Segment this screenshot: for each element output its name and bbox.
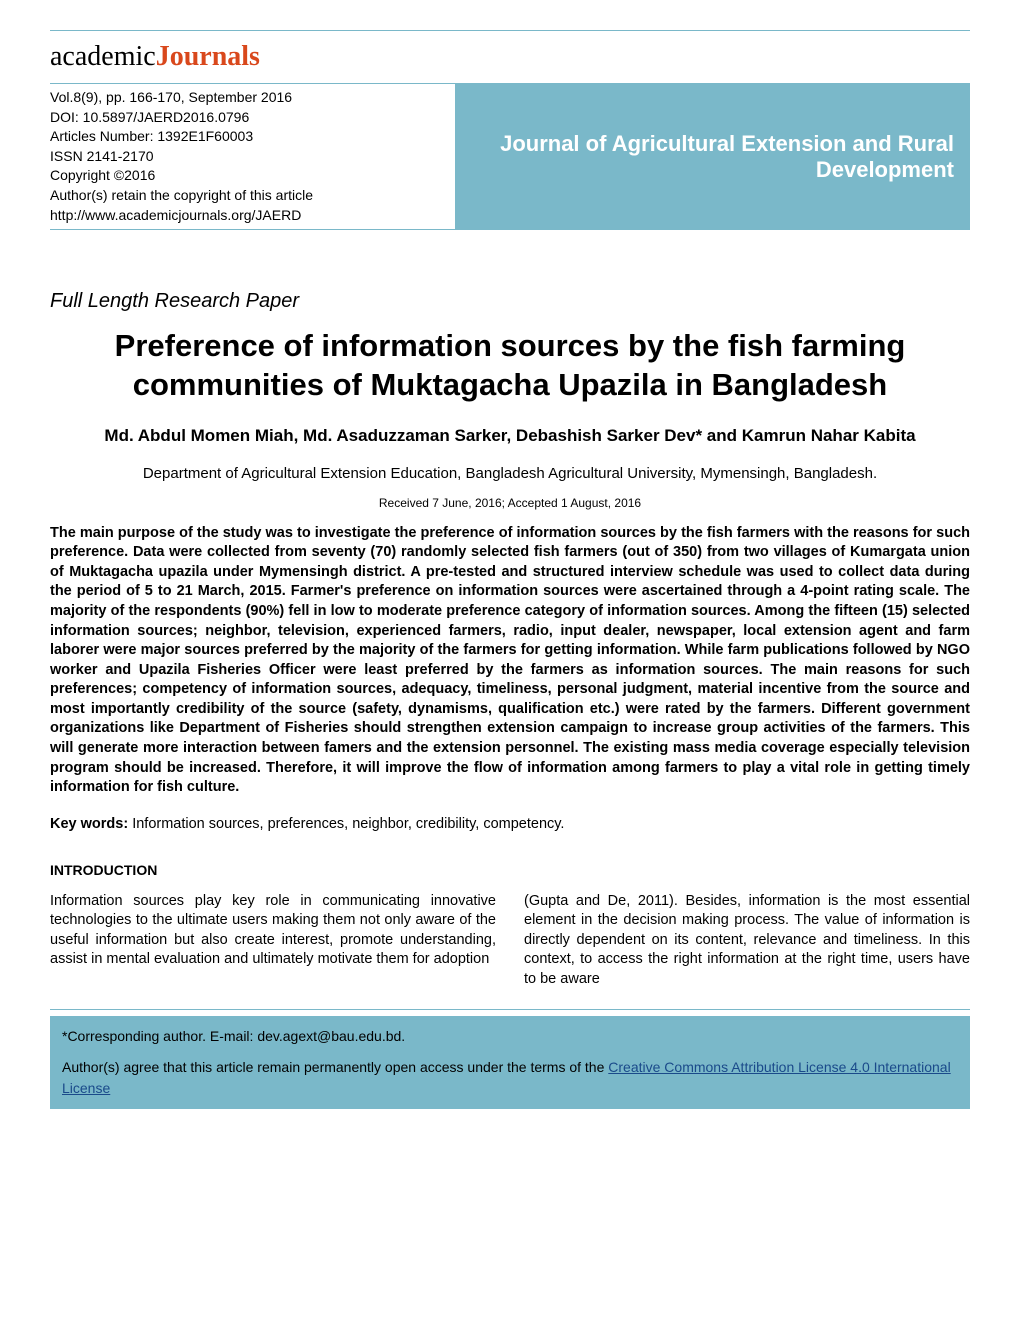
keywords: Key words: Information sources, preferen…: [50, 816, 970, 832]
top-rule: [50, 30, 970, 31]
dates: Received 7 June, 2016; Accepted 1 August…: [50, 496, 970, 510]
keywords-text: Information sources, preferences, neighb…: [128, 816, 564, 832]
meta-line: Vol.8(9), pp. 166-170, September 2016: [50, 88, 455, 108]
paper-type: Full Length Research Paper: [50, 290, 970, 313]
metadata-box: Vol.8(9), pp. 166-170, September 2016 DO…: [50, 83, 970, 230]
affiliation: Department of Agricultural Extension Edu…: [50, 465, 970, 482]
journal-name-banner: Journal of Agricultural Extension and Ru…: [455, 84, 970, 229]
paper-title: Preference of information sources by the…: [50, 327, 970, 405]
journal-name: Journal of Agricultural Extension and Ru…: [471, 131, 954, 183]
body-col-left: Information sources play key role in com…: [50, 892, 496, 990]
corresponding-author: *Corresponding author. E-mail: dev.agext…: [62, 1026, 958, 1047]
meta-line: Copyright ©2016: [50, 166, 455, 186]
footer-rule: [50, 1009, 970, 1010]
logo-part1: academic: [50, 41, 156, 73]
abstract: The main purpose of the study was to inv…: [50, 524, 970, 798]
spacer: [62, 1047, 958, 1057]
body-columns: Information sources play key role in com…: [50, 892, 970, 990]
meta-line: DOI: 10.5897/JAERD2016.0796: [50, 108, 455, 128]
meta-line: Articles Number: 1392E1F60003: [50, 127, 455, 147]
logo: academic Journals: [50, 41, 970, 73]
body-col-right: (Gupta and De, 2011). Besides, informati…: [524, 892, 970, 990]
metadata-left: Vol.8(9), pp. 166-170, September 2016 DO…: [50, 84, 455, 229]
logo-part2: Journals: [156, 41, 260, 73]
meta-line: http://www.academicjournals.org/JAERD: [50, 206, 455, 226]
authors: Md. Abdul Momen Miah, Md. Asaduzzaman Sa…: [50, 425, 970, 447]
meta-line: Author(s) retain the copyright of this a…: [50, 186, 455, 206]
section-heading-introduction: INTRODUCTION: [50, 862, 970, 878]
footer-box: *Corresponding author. E-mail: dev.agext…: [50, 1016, 970, 1109]
keywords-label: Key words:: [50, 816, 128, 832]
meta-line: ISSN 2141-2170: [50, 147, 455, 167]
license-pre: Author(s) agree that this article remain…: [62, 1059, 608, 1075]
license-line: Author(s) agree that this article remain…: [62, 1057, 958, 1099]
